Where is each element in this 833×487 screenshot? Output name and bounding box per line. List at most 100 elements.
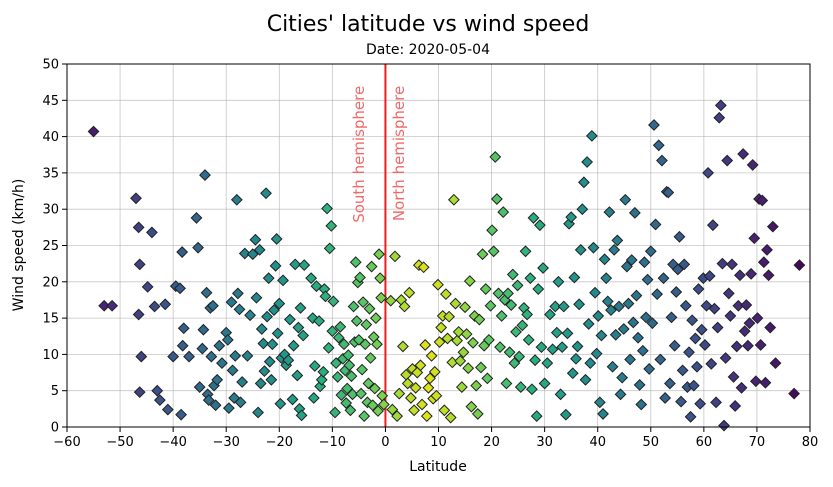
data-point <box>87 125 100 138</box>
data-point <box>627 316 640 329</box>
data-point <box>205 350 218 363</box>
data-point <box>584 357 597 370</box>
data-point <box>229 349 242 362</box>
data-point <box>420 410 433 423</box>
data-point <box>705 357 718 370</box>
data-point <box>153 394 166 407</box>
data-point <box>494 341 506 354</box>
data-point <box>632 331 644 344</box>
data-point <box>676 364 689 377</box>
data-point <box>459 301 471 314</box>
data-point <box>408 404 420 417</box>
data-point <box>533 219 546 232</box>
x-tick-label: −50 <box>106 435 133 450</box>
data-point <box>500 377 513 390</box>
data-point <box>670 286 683 298</box>
data-point <box>397 340 409 353</box>
data-point <box>640 311 652 324</box>
data-point <box>389 250 401 263</box>
data-point <box>449 297 462 310</box>
data-point <box>616 371 629 384</box>
chart-title: Cities' latitude vs wind speed <box>267 12 590 37</box>
data-point <box>447 193 460 206</box>
data-point <box>282 354 295 367</box>
data-point <box>703 270 716 282</box>
data-point <box>657 272 670 285</box>
data-point <box>756 194 769 207</box>
data-point <box>384 294 397 307</box>
data-point <box>241 349 254 362</box>
data-point <box>250 291 263 304</box>
data-point <box>460 328 473 340</box>
data-point <box>292 321 305 334</box>
y-tick-label: 20 <box>42 275 59 290</box>
data-point <box>473 313 486 326</box>
data-point <box>538 377 551 390</box>
data-point <box>148 300 161 313</box>
y-tick-label: 40 <box>42 130 59 145</box>
data-point <box>609 328 622 341</box>
data-point <box>329 406 341 419</box>
data-point <box>308 360 321 372</box>
data-point <box>514 381 527 393</box>
data-point <box>398 300 411 313</box>
data-point <box>687 379 700 392</box>
data-point <box>315 373 328 386</box>
data-point <box>593 396 606 409</box>
data-point <box>740 299 753 311</box>
data-point <box>132 308 145 321</box>
data-point <box>649 218 662 231</box>
data-point <box>516 319 529 332</box>
x-tick-label: 70 <box>749 435 766 450</box>
data-point <box>522 333 535 346</box>
data-point <box>675 395 687 408</box>
x-tick-label: 40 <box>589 435 606 450</box>
data-point <box>659 392 672 404</box>
data-point <box>726 258 738 271</box>
data-point <box>695 323 708 336</box>
data-point <box>443 310 456 323</box>
data-point <box>492 287 505 300</box>
data-point <box>683 346 695 359</box>
data-point <box>619 193 632 206</box>
data-point <box>633 378 646 391</box>
data-point <box>341 382 354 395</box>
data-point <box>544 308 556 321</box>
data-point <box>502 287 514 300</box>
data-point <box>532 283 545 295</box>
data-point <box>401 377 414 390</box>
data-point <box>702 166 715 179</box>
data-point <box>489 151 502 163</box>
data-point <box>226 364 239 377</box>
data-point <box>578 176 590 189</box>
data-point <box>568 271 581 284</box>
data-point <box>196 342 209 355</box>
data-point <box>249 233 262 246</box>
data-point <box>598 253 611 266</box>
data-point <box>729 400 742 412</box>
data-point <box>444 411 457 424</box>
data-point <box>506 268 519 281</box>
data-point <box>176 246 189 258</box>
data-point <box>471 408 484 420</box>
data-point <box>724 310 737 322</box>
data-point <box>211 373 224 386</box>
data-point <box>546 343 559 356</box>
data-point <box>691 360 703 373</box>
data-point <box>133 258 146 271</box>
data-point <box>331 370 344 383</box>
data-point <box>298 259 311 272</box>
data-point <box>307 392 320 404</box>
data-point <box>260 187 272 200</box>
y-tick-label: 50 <box>42 58 59 73</box>
data-point <box>373 248 385 261</box>
data-point <box>177 322 190 335</box>
y-tick-label: 35 <box>42 166 59 181</box>
data-point <box>391 410 404 423</box>
data-point <box>487 245 500 258</box>
data-point <box>161 403 174 416</box>
data-point <box>716 257 729 270</box>
data-point <box>457 346 470 359</box>
data-point <box>230 193 243 206</box>
data-point <box>570 352 582 365</box>
